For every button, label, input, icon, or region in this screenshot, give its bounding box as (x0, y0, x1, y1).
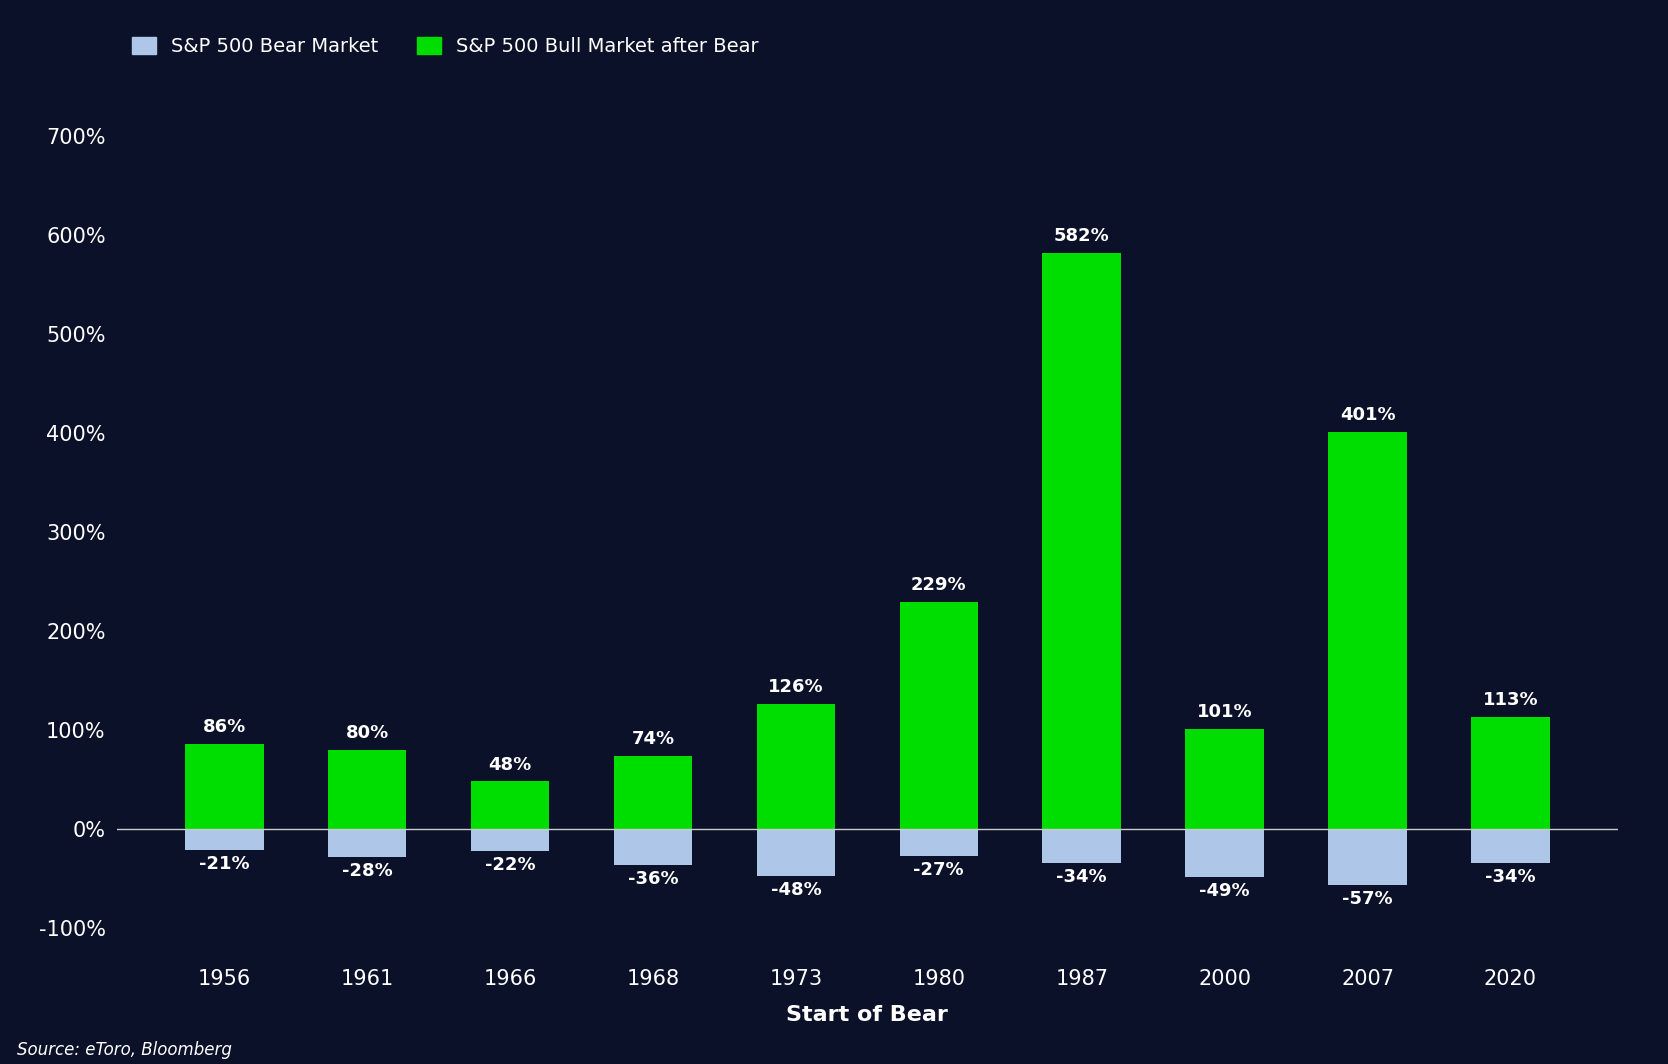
Text: 101%: 101% (1198, 703, 1253, 721)
Text: -34%: -34% (1485, 867, 1536, 885)
Legend: S&P 500 Bear Market, S&P 500 Bull Market after Bear: S&P 500 Bear Market, S&P 500 Bull Market… (127, 31, 764, 62)
Text: 401%: 401% (1339, 406, 1396, 425)
Bar (329, 750, 407, 829)
Bar (614, 829, 692, 865)
Text: 582%: 582% (1054, 227, 1109, 245)
Text: 48%: 48% (489, 755, 532, 774)
X-axis label: Start of Bear: Start of Bear (786, 1005, 949, 1026)
Text: -49%: -49% (1199, 882, 1249, 900)
Bar (1042, 253, 1121, 829)
Text: -27%: -27% (914, 861, 964, 879)
Text: 74%: 74% (632, 730, 674, 748)
Text: -57%: -57% (1343, 891, 1393, 909)
Text: 86%: 86% (203, 718, 245, 736)
Bar (1328, 829, 1406, 885)
Bar (185, 744, 264, 829)
Bar (470, 829, 549, 851)
Bar (185, 829, 264, 850)
Text: -36%: -36% (627, 869, 679, 887)
Bar (1186, 729, 1264, 829)
Text: Source: eToro, Bloomberg: Source: eToro, Bloomberg (17, 1041, 232, 1059)
Bar (757, 829, 836, 877)
Text: 229%: 229% (911, 577, 967, 595)
Bar (899, 829, 977, 855)
Text: -22%: -22% (485, 855, 535, 874)
Text: -48%: -48% (771, 881, 821, 899)
Bar (757, 704, 836, 829)
Bar (470, 781, 549, 829)
Text: 80%: 80% (345, 724, 389, 742)
Bar (1471, 829, 1550, 863)
Bar (1186, 829, 1264, 878)
Bar (1471, 717, 1550, 829)
Text: -34%: -34% (1056, 867, 1108, 885)
Text: 113%: 113% (1483, 692, 1538, 710)
Bar (614, 755, 692, 829)
Text: 126%: 126% (767, 679, 824, 696)
Bar (1042, 829, 1121, 863)
Bar (329, 829, 407, 857)
Text: -21%: -21% (198, 854, 250, 872)
Bar (899, 602, 977, 829)
Text: -28%: -28% (342, 862, 392, 880)
Bar (1328, 432, 1406, 829)
